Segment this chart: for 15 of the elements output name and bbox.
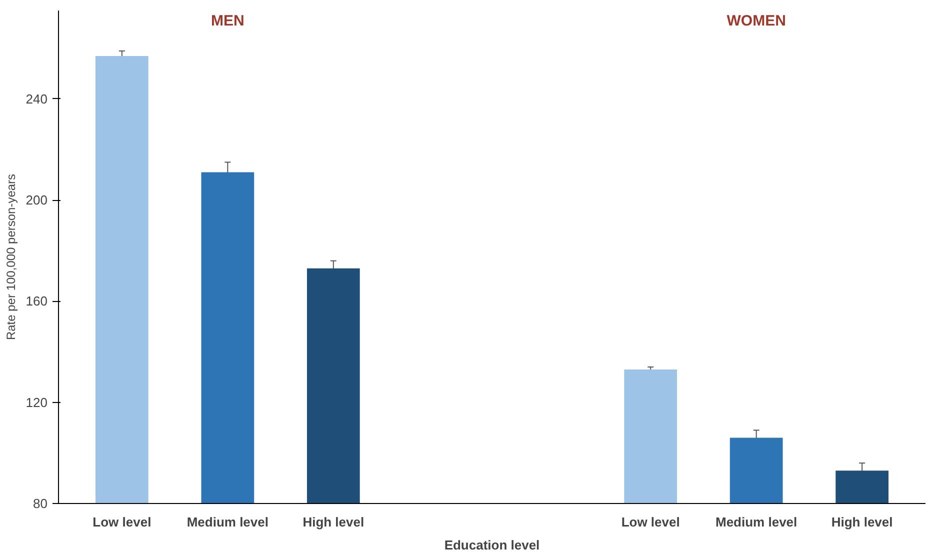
y-axis-title: Rate per 100,000 person-years bbox=[4, 174, 18, 340]
annotation: WOMEN bbox=[726, 12, 786, 30]
annotation: MEN bbox=[211, 12, 244, 30]
y-tick-label: 80 bbox=[33, 496, 48, 511]
x-tick-label: High level bbox=[831, 514, 893, 530]
y-tick-label: 120 bbox=[26, 394, 48, 410]
x-tick-label: Low level bbox=[92, 514, 152, 530]
x-tick-label: Medium level bbox=[186, 514, 268, 530]
x-axis-title: Education level bbox=[444, 538, 540, 552]
y-tick-label: 240 bbox=[26, 91, 48, 106]
x-tick-label: High level bbox=[302, 514, 364, 530]
x-tick-label: Medium level bbox=[716, 514, 798, 530]
x-tick-label: Low level bbox=[621, 514, 680, 530]
y-tick-label: 200 bbox=[26, 192, 48, 208]
y-tick-label: 160 bbox=[26, 294, 48, 309]
